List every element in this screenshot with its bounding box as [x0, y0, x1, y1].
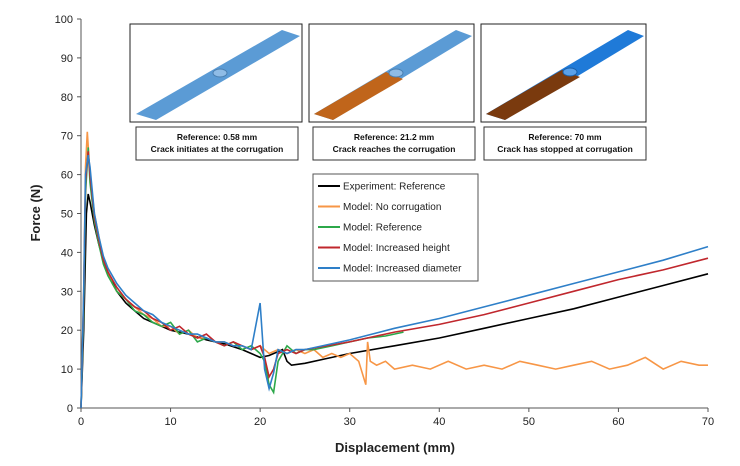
y-axis-label: Force (N): [28, 184, 43, 241]
y-tick-label: 90: [61, 53, 73, 65]
x-tick-label: 60: [612, 416, 624, 428]
x-axis-label: Displacement (mm): [335, 440, 455, 455]
y-tick-label: 0: [67, 403, 73, 415]
inset-image: [130, 24, 302, 122]
y-tick-label: 50: [61, 209, 73, 221]
y-tick-label: 100: [55, 14, 73, 26]
x-tick-label: 10: [164, 416, 176, 428]
y-tick-label: 60: [61, 170, 73, 182]
caption-text: Reference: 21.2 mm: [354, 132, 435, 142]
y-tick-label: 10: [61, 364, 73, 376]
inset-image: [309, 24, 474, 122]
y-tick-label: 40: [61, 247, 73, 259]
x-tick-label: 30: [344, 416, 356, 428]
y-tick-label: 20: [61, 325, 73, 337]
chart: Displacement (mm) Force (N) Reference: 0…: [0, 0, 740, 461]
y-tick-label: 70: [61, 131, 73, 143]
caption-text: Reference: 0.58 mm: [177, 132, 258, 142]
legend-label: Model: Increased height: [343, 243, 450, 254]
legend-label: Model: Increased diameter: [343, 264, 462, 275]
inset-image: [481, 24, 646, 122]
caption-text: Reference: 70 mm: [528, 132, 602, 142]
y-tick-label: 30: [61, 286, 73, 298]
caption-text: Crack has stopped at corrugation: [497, 144, 633, 154]
x-tick-label: 70: [702, 416, 714, 428]
legend-label: Model: No corrugation: [343, 202, 441, 213]
x-tick-label: 0: [78, 416, 84, 428]
x-tick-label: 20: [254, 416, 266, 428]
legend-label: Model: Reference: [343, 223, 422, 234]
caption-text: Crack reaches the corrugation: [333, 144, 456, 154]
caption-text: Crack initiates at the corrugation: [151, 144, 284, 154]
x-tick-label: 40: [433, 416, 445, 428]
x-tick-label: 50: [523, 416, 535, 428]
y-tick-label: 80: [61, 92, 73, 104]
legend-label: Experiment: Reference: [343, 182, 446, 193]
